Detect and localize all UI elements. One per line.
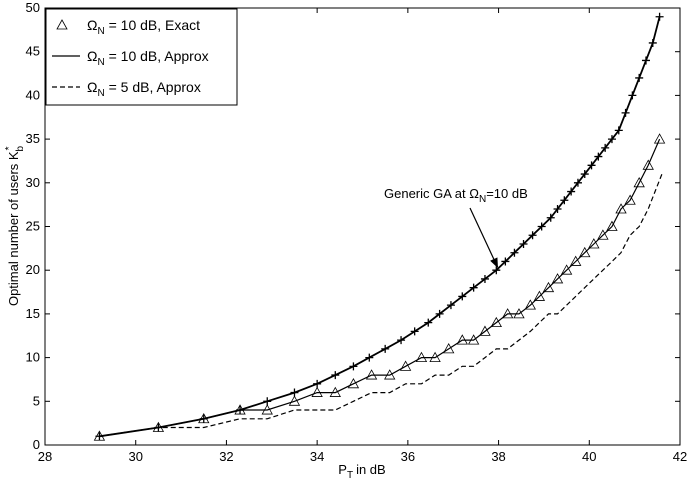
data-point	[607, 135, 616, 144]
data-point	[573, 178, 582, 187]
data-point	[458, 292, 467, 301]
x-tick-label: 30	[128, 449, 142, 464]
data-point	[633, 176, 645, 188]
series-solid	[99, 138, 661, 437]
legend-label: ΩN = 5 dB, Approx	[87, 79, 201, 99]
data-point	[567, 187, 576, 196]
data-point	[533, 290, 546, 301]
data-point	[528, 231, 537, 240]
data-point	[546, 213, 555, 222]
x-axis: 28 30 32 34 36 38 40 42	[38, 8, 687, 464]
data-point	[653, 133, 666, 144]
data-point	[580, 170, 589, 179]
legend-label: ΩN = 10 dB, Approx	[87, 48, 209, 68]
x-axis-label: PT in dB	[338, 462, 385, 481]
plot-series	[93, 12, 666, 441]
data-point	[435, 309, 444, 318]
data-point	[579, 246, 591, 258]
data-point	[365, 353, 374, 362]
data-point	[331, 371, 340, 380]
data-point	[399, 360, 412, 371]
x-tick-label: 42	[673, 449, 687, 464]
y-tick-label: 0	[33, 437, 40, 452]
y-axis-label: Optimal number of users K*b	[4, 146, 26, 307]
legend-marker-triangle	[56, 19, 68, 30]
series-line	[99, 173, 663, 437]
y-tick-label: 20	[26, 262, 40, 277]
legend-label: ΩN = 10 dB, Exact	[87, 17, 200, 37]
data-point	[542, 281, 555, 293]
x-tick-label: 40	[582, 449, 596, 464]
y-tick-label: 25	[26, 219, 40, 234]
data-point	[615, 203, 627, 214]
data-point	[560, 264, 573, 275]
y-tick-label: 30	[26, 175, 40, 190]
data-point	[614, 126, 623, 135]
data-point	[606, 220, 618, 231]
data-point	[519, 239, 528, 248]
data-point	[597, 229, 609, 240]
annotation-text: Generic GA at ΩN=10 dB	[384, 186, 528, 205]
y-tick-label: 15	[26, 306, 40, 321]
series-dashed	[99, 173, 663, 437]
legend-box	[45, 8, 238, 106]
data-point	[347, 377, 360, 389]
data-point	[628, 91, 637, 100]
data-point	[641, 56, 650, 65]
data-point	[635, 73, 644, 82]
data-point	[501, 257, 510, 266]
data-point	[469, 283, 478, 292]
series-line	[99, 138, 661, 437]
data-point	[490, 316, 502, 328]
y-tick-label: 10	[26, 350, 40, 365]
data-point	[601, 143, 610, 152]
legend-entry: ΩN = 10 dB, Exact	[56, 17, 200, 37]
data-point	[560, 196, 569, 205]
data-point	[553, 205, 562, 214]
data-point	[537, 222, 546, 231]
legend-entry: ΩN = 10 dB, Approx	[52, 48, 209, 68]
series-line	[99, 16, 661, 438]
y-tick-label: 35	[26, 131, 40, 146]
data-point	[587, 161, 596, 170]
data-point	[594, 152, 603, 161]
data-point	[624, 194, 636, 205]
annotation: Generic GA at ΩN=10 dB	[384, 186, 528, 269]
x-tick-label: 36	[401, 449, 415, 464]
data-point	[446, 301, 455, 310]
y-tick-label: 40	[26, 87, 40, 102]
data-point	[349, 362, 358, 371]
x-tick-label: 28	[38, 449, 52, 464]
data-point	[263, 397, 272, 406]
legend-entry: ΩN = 5 dB, Approx	[52, 79, 201, 99]
data-point	[381, 344, 390, 353]
x-tick-label: 32	[219, 449, 233, 464]
data-point	[648, 38, 657, 47]
data-point	[569, 255, 582, 266]
y-tick-label: 50	[26, 0, 40, 15]
data-point	[510, 248, 519, 257]
y-tick-label: 5	[33, 393, 40, 408]
data-point	[290, 388, 299, 397]
data-point	[642, 159, 654, 170]
x-tick-label: 34	[310, 449, 324, 464]
data-point	[655, 12, 664, 21]
legend: ΩN = 10 dB, Exact ΩN = 10 dB, Approx ΩN = …	[45, 8, 238, 106]
annotation-arrow	[469, 207, 499, 269]
data-point	[551, 273, 564, 284]
x-tick-label: 38	[491, 449, 505, 464]
data-point	[588, 238, 600, 249]
y-tick-label: 45	[26, 44, 40, 59]
data-point	[479, 325, 491, 336]
data-point	[424, 318, 433, 327]
data-point	[621, 108, 630, 117]
data-point	[524, 299, 537, 310]
data-point	[410, 327, 419, 336]
data-point	[313, 379, 322, 388]
y-axis: 0 5 10 15 20 25 30 35 40 45 50	[26, 0, 680, 452]
data-point	[442, 343, 455, 354]
data-point	[397, 336, 406, 345]
data-point	[480, 274, 489, 283]
